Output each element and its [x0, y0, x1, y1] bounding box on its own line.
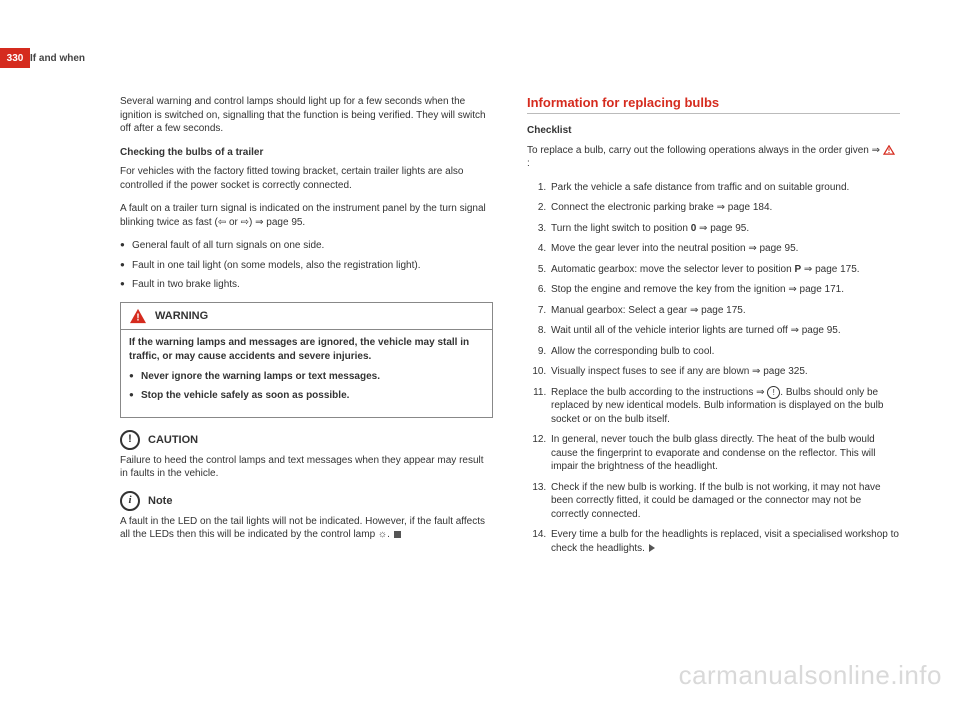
list-item: Automatic gearbox: move the selector lev… [549, 263, 900, 277]
warning-body: If the warning lamps and messages are ig… [121, 330, 492, 417]
end-of-section-icon [394, 531, 401, 538]
list-item: In general, never touch the bulb glass d… [549, 433, 900, 474]
trailer-paragraph-1: For vehicles with the factory fitted tow… [120, 165, 493, 192]
note-text: A fault in the LED on the tail lights wi… [120, 515, 493, 542]
warning-header: ! WARNING [121, 303, 492, 330]
checklist-intro: To replace a bulb, carry out the followi… [527, 144, 900, 171]
warning-label: WARNING [155, 310, 208, 322]
svg-text:!: ! [136, 312, 139, 323]
caution-exclamation-icon: ! [120, 430, 140, 450]
caution-label: CAUTION [148, 434, 198, 446]
trailer-paragraph-2: A fault on a trailer turn signal is indi… [120, 202, 493, 229]
warning-triangle-inline-icon [883, 145, 895, 156]
fault-list: General fault of all turn signals on one… [120, 239, 493, 292]
section-rule [527, 113, 900, 114]
list-item: Check if the new bulb is working. If the… [549, 481, 900, 522]
info-i-icon: i [120, 491, 140, 511]
checklist-steps: Park the vehicle a safe distance from tr… [527, 181, 900, 556]
list-item: Connect the electronic parking brake ⇒ p… [549, 201, 900, 215]
list-item: Wait until all of the vehicle interior l… [549, 324, 900, 338]
content-columns: Several warning and control lamps should… [120, 95, 900, 562]
left-column: Several warning and control lamps should… [120, 95, 493, 562]
section-title: Information for replacing bulbs [527, 95, 900, 110]
list-item: Park the vehicle a safe distance from tr… [549, 181, 900, 195]
list-item: Turn the light switch to position 0 ⇒ pa… [549, 222, 900, 236]
intro-paragraph: Several warning and control lamps should… [120, 95, 493, 136]
list-item: Visually inspect fuses to see if any are… [549, 365, 900, 379]
checklist-label: Checklist [527, 124, 900, 138]
right-column: Information for replacing bulbs Checklis… [527, 95, 900, 562]
note-header: i Note [120, 491, 493, 511]
subheading-trailer: Checking the bulbs of a trailer [120, 146, 493, 160]
note-label: Note [148, 495, 172, 507]
list-item: General fault of all turn signals on one… [120, 239, 493, 253]
list-item: Never ignore the warning lamps or text m… [129, 370, 484, 384]
caution-text: Failure to heed the control lamps and te… [120, 454, 493, 481]
list-item: Manual gearbox: Select a gear ⇒ page 175… [549, 304, 900, 318]
running-header: If and when [30, 48, 85, 68]
warning-text: If the warning lamps and messages are ig… [129, 336, 484, 364]
list-item: Fault in two brake lights. [120, 278, 493, 292]
warning-box: ! WARNING If the warning lamps and messa… [120, 302, 493, 418]
list-item: Stop the vehicle safely as soon as possi… [129, 389, 484, 403]
watermark: carmanualsonline.info [679, 660, 942, 691]
list-item: Allow the corresponding bulb to cool. [549, 345, 900, 359]
page-number-tab: 330 [0, 48, 30, 68]
list-item: Fault in one tail light (on some models,… [120, 259, 493, 273]
list-item: Every time a bulb for the headlights is … [549, 528, 900, 555]
caution-header: ! CAUTION [120, 430, 493, 450]
list-item: Replace the bulb according to the instru… [549, 386, 900, 427]
continuation-arrow-icon [649, 544, 655, 552]
list-item: Stop the engine and remove the key from … [549, 283, 900, 297]
list-item: Move the gear lever into the neutral pos… [549, 242, 900, 256]
warning-triangle-icon: ! [129, 308, 147, 324]
